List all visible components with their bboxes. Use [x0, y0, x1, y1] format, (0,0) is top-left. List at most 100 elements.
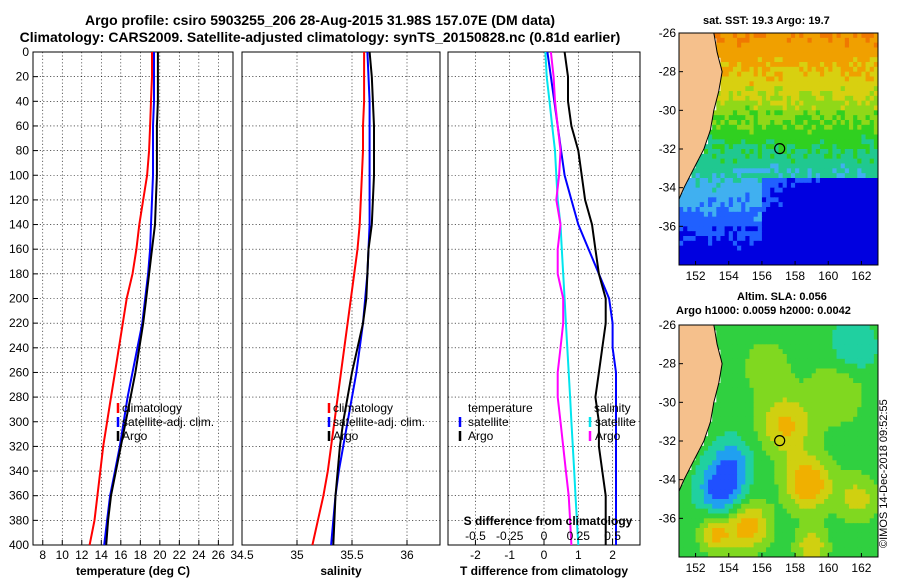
map-cell [819, 339, 825, 345]
map-cell [873, 547, 878, 553]
map-cell [703, 182, 709, 189]
map-cell [720, 236, 726, 242]
map-cell [757, 255, 763, 261]
map-cell [844, 221, 850, 227]
map-cell [790, 168, 796, 174]
map-cell [708, 552, 713, 557]
map-cell [770, 373, 775, 379]
map-cell [757, 368, 763, 374]
map-cell [828, 178, 833, 184]
map-cell [728, 542, 734, 548]
map-cell [761, 489, 767, 495]
map-cell [782, 202, 788, 208]
map-cell [720, 441, 726, 447]
map-cell [795, 523, 800, 529]
map-cell [815, 470, 821, 476]
map-cell [865, 450, 871, 457]
map-cell [782, 245, 788, 252]
map-cell [819, 226, 825, 232]
map-cell [753, 436, 759, 442]
map-cell [741, 139, 746, 145]
map-cell [807, 450, 813, 457]
map-cell [786, 115, 792, 121]
map-cell [683, 484, 688, 490]
map-cell [720, 66, 726, 73]
map-cell [815, 518, 821, 524]
map-cell [766, 416, 771, 423]
map-cell [778, 407, 784, 413]
map-cell [712, 416, 717, 423]
map-cell [853, 245, 858, 252]
map-cell [703, 523, 709, 529]
map-cell [687, 236, 693, 242]
map-cell [757, 187, 763, 194]
x-tick-label: 35.5 [340, 548, 364, 562]
lon-tick-label: 156 [752, 561, 772, 575]
map-cell [844, 499, 850, 505]
map-cell [699, 192, 705, 198]
map-cell [799, 416, 804, 423]
y-tick-label: 20 [16, 70, 30, 84]
map-cell [799, 163, 804, 169]
map-cell [861, 52, 867, 58]
map-cell [745, 484, 751, 490]
map-cell [703, 455, 709, 461]
map-cell [716, 387, 722, 394]
map-cell [832, 173, 838, 179]
map-cell [732, 236, 738, 242]
map-cell [782, 339, 788, 345]
map-cell [720, 499, 726, 505]
map-cell [757, 37, 763, 44]
map-cell [795, 66, 800, 73]
map-cell [873, 240, 878, 247]
map-cell [869, 207, 875, 213]
map-cell [687, 508, 693, 515]
map-cell [782, 86, 788, 92]
map-cell [824, 339, 829, 345]
map-cell [803, 207, 809, 213]
map-cell [815, 552, 821, 557]
panel-difference: -2 -1 0 1 2T difference from climatologytemp… [447, 51, 641, 578]
map-cell [828, 216, 833, 223]
map-cell [753, 460, 759, 466]
map-cell [716, 325, 722, 331]
map-cell [844, 528, 850, 534]
map-cell [869, 115, 875, 121]
map-cell [749, 358, 755, 365]
map-cell [819, 329, 825, 336]
map-cell [749, 134, 755, 140]
map-cell [774, 197, 780, 203]
map-cell [807, 260, 813, 265]
map-cell [761, 178, 767, 184]
map-cell [741, 250, 746, 256]
map-cell [720, 349, 726, 355]
map-cell [790, 354, 796, 360]
map-cell [795, 460, 800, 466]
map-cell [832, 407, 838, 413]
map-cell [749, 129, 755, 136]
map-cell [741, 412, 746, 418]
map-cell [786, 221, 792, 227]
map-cell [757, 245, 763, 252]
map-cell [778, 392, 784, 399]
map-cell [737, 255, 742, 261]
map-cell [716, 240, 722, 247]
map-cell [828, 57, 833, 63]
lat-tick-label: -28 [659, 65, 677, 79]
map-cell [828, 149, 833, 155]
map-cell [857, 494, 863, 500]
map-cell [828, 368, 833, 374]
map-cell [778, 528, 784, 534]
map-cell [712, 216, 717, 223]
map-cell [782, 532, 788, 539]
map-cell [766, 508, 771, 515]
map-cell [836, 231, 842, 237]
map-cell [803, 431, 809, 437]
map-cell [770, 192, 775, 198]
map-cell [716, 537, 722, 544]
map-cell [737, 479, 742, 486]
map-cell [853, 134, 858, 140]
map-cell [869, 260, 875, 265]
map-cell [774, 124, 780, 131]
s-tick-label: -0.5 [465, 529, 486, 543]
